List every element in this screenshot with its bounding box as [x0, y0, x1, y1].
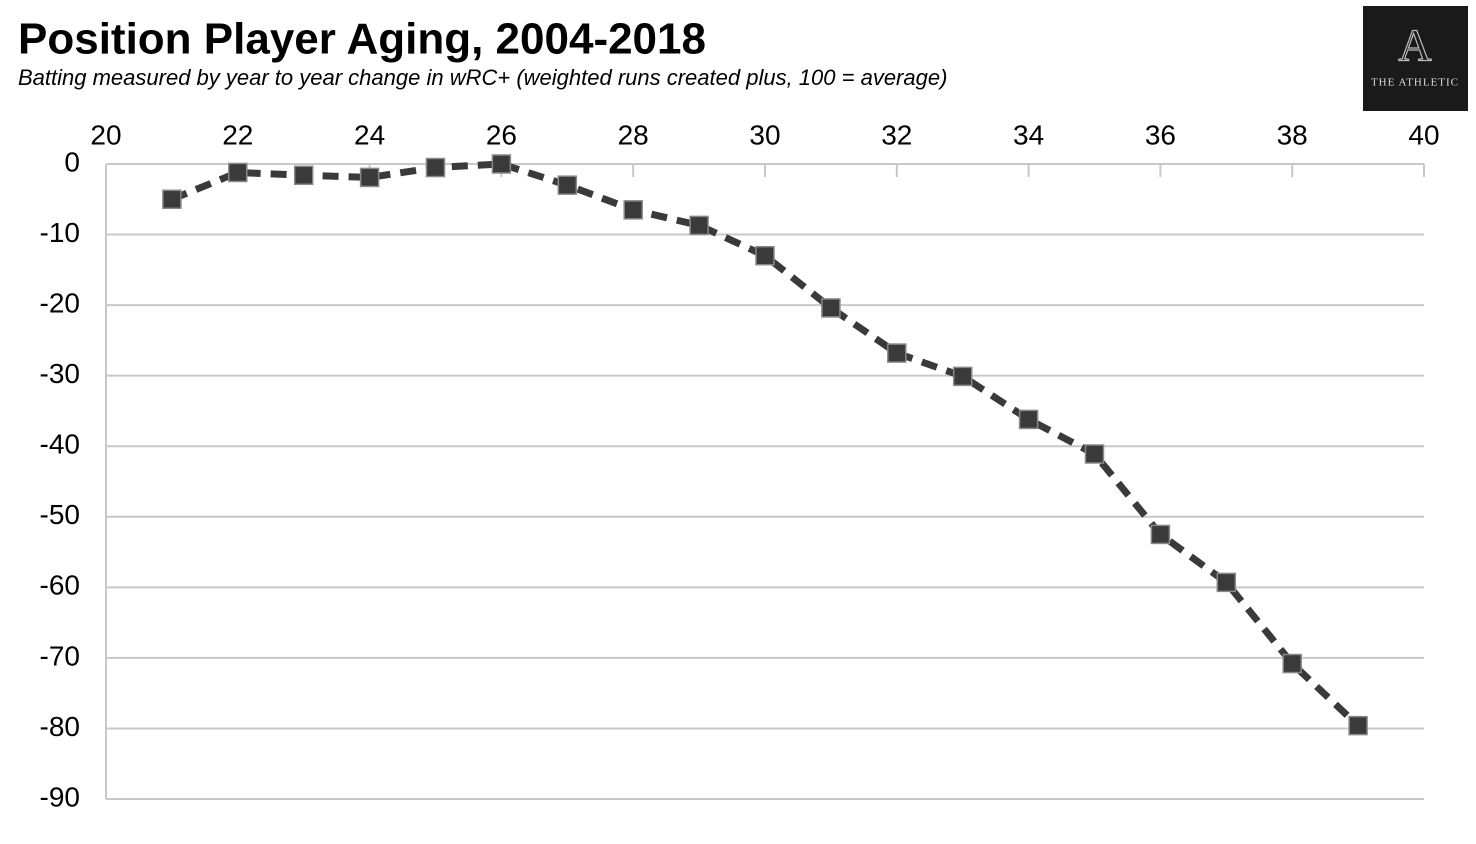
y-tick-label: -60: [40, 570, 80, 601]
x-tick-label: 30: [749, 119, 780, 150]
marker: [623, 200, 643, 220]
x-tick-label: 34: [1013, 119, 1044, 150]
y-tick-label: -10: [40, 217, 80, 248]
marker: [1150, 524, 1171, 545]
marker: [1018, 409, 1039, 430]
marker: [887, 343, 907, 363]
y-tick-label: -30: [40, 358, 80, 389]
y-tick-label: -40: [40, 429, 80, 460]
chart-subtitle: Batting measured by year to year change …: [18, 65, 947, 90]
marker: [1084, 444, 1105, 464]
x-tick-label: 20: [90, 119, 121, 150]
marker: [1348, 715, 1368, 736]
marker: [162, 189, 182, 210]
x-tick-label: 32: [881, 119, 912, 150]
x-tick-label: 36: [1145, 119, 1176, 150]
y-tick-label: -90: [40, 781, 80, 812]
marker: [689, 215, 709, 236]
marker: [755, 245, 775, 266]
logo-mark: A: [1398, 20, 1431, 71]
marker: [1216, 572, 1237, 593]
y-tick-label: -50: [40, 499, 80, 530]
marker: [952, 366, 973, 387]
x-tick-label: 22: [222, 119, 253, 150]
marker: [491, 154, 512, 174]
x-tick-label: 26: [486, 119, 517, 150]
y-tick-label: -70: [40, 640, 80, 671]
logo: [1363, 6, 1468, 111]
x-tick-label: 24: [354, 119, 385, 150]
y-tick-label: -20: [40, 288, 80, 319]
logo-text: THE ATHLETIC: [1371, 77, 1459, 89]
marker: [359, 167, 380, 188]
marker: [821, 298, 841, 318]
chart-title: Position Player Aging, 2004-2018: [18, 15, 706, 64]
x-tick-label: 40: [1408, 119, 1439, 150]
marker: [425, 157, 446, 178]
x-tick-label: 38: [1277, 119, 1308, 150]
y-tick-label: -80: [40, 711, 80, 742]
x-tick-label: 28: [618, 119, 649, 150]
y-tick-label: 0: [64, 146, 80, 177]
marker: [557, 175, 578, 195]
marker: [1282, 653, 1302, 674]
marker: [228, 162, 248, 183]
marker: [293, 165, 314, 186]
